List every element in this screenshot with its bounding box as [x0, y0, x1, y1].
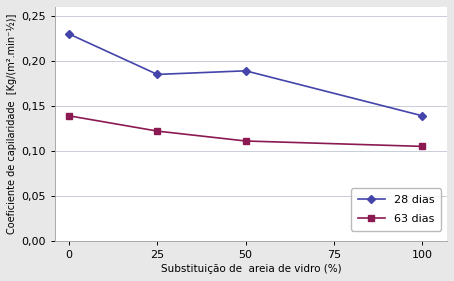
28 dias: [66, 32, 72, 36]
63 dias: [419, 145, 425, 148]
Legend: 28 dias, 63 dias: 28 dias, 63 dias: [351, 188, 441, 231]
X-axis label: Substituição de  areia de vidro (%): Substituição de areia de vidro (%): [161, 264, 341, 274]
28 dias: [419, 114, 425, 117]
28 dias: [243, 69, 248, 72]
28 dias: [155, 73, 160, 76]
Line: 63 dias: 63 dias: [66, 113, 425, 149]
63 dias: [155, 130, 160, 133]
63 dias: [243, 139, 248, 143]
Line: 28 dias: 28 dias: [66, 31, 425, 119]
63 dias: [66, 114, 72, 117]
Y-axis label: Coeficiente de capilaridade  [Kg/(m².min⁻½)]: Coeficiente de capilaridade [Kg/(m².min⁻…: [7, 14, 17, 234]
